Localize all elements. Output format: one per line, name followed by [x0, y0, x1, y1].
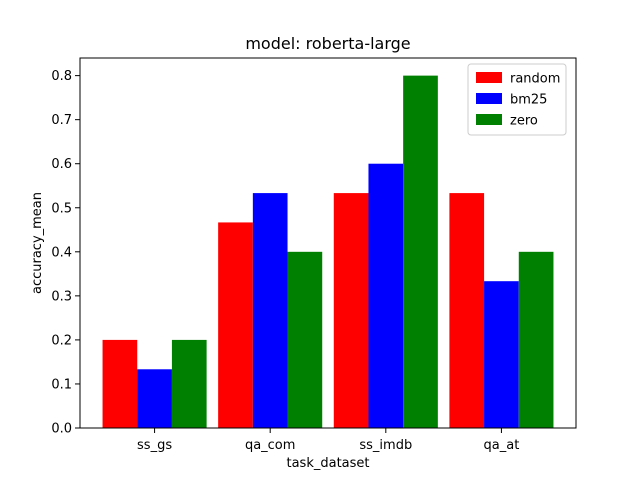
legend: random bm25 zero	[467, 63, 567, 136]
bar-zero-ss_gs	[171, 339, 207, 428]
x-tick-label-ss_imdb: ss_imdb	[359, 438, 412, 453]
x-tick-label-qa_at: qa_at	[484, 438, 520, 453]
legend-label-zero: zero	[510, 114, 538, 129]
y-tick-label: 0.0	[51, 422, 72, 437]
x-axis-label: task_dataset	[286, 456, 369, 471]
bar-bm25-ss_imdb	[368, 163, 404, 428]
legend-label-bm25: bm25	[510, 93, 547, 108]
bar-random-ss_gs	[102, 339, 138, 428]
y-tick-label: 0.7	[51, 113, 72, 128]
bar-zero-ss_imdb	[403, 75, 438, 429]
legend-swatch-random	[476, 72, 502, 83]
y-tick-label: 0.8	[51, 69, 72, 84]
y-tick-label: 0.3	[51, 289, 72, 304]
bar-zero-qa_com	[287, 251, 323, 428]
bar-bm25-qa_at	[484, 281, 519, 428]
y-tick-label: 0.6	[51, 157, 72, 172]
y-tick-label: 0.5	[51, 201, 72, 216]
plot-frame	[79, 57, 577, 429]
bar-bm25-ss_gs	[137, 369, 172, 428]
y-tick-label: 0.4	[51, 245, 72, 260]
bar-random-ss_imdb	[333, 193, 369, 428]
bar-random-qa_at	[449, 193, 485, 428]
bar-random-qa_com	[218, 222, 253, 428]
legend-label-random: random	[510, 72, 560, 87]
bars-group	[102, 75, 554, 429]
legend-swatch-bm25	[476, 93, 502, 104]
chart-title: model: roberta-large	[245, 34, 410, 53]
x-tick-label-ss_gs: ss_gs	[137, 438, 172, 453]
x-axis-ticks: ss_gs qa_com ss_imdb qa_at	[137, 428, 519, 453]
bar-bm25-qa_com	[252, 193, 288, 428]
y-axis-ticks: 0.0 0.1 0.2 0.3 0.4 0.5 0.6 0.7 0.8	[51, 69, 80, 437]
x-tick-label-qa_com: qa_com	[245, 438, 295, 453]
y-tick-label: 0.1	[51, 377, 72, 392]
legend-swatch-zero	[476, 114, 502, 125]
y-axis-label: accuracy_mean	[30, 192, 45, 294]
y-tick-label: 0.2	[51, 333, 72, 348]
bar-zero-qa_at	[518, 251, 554, 428]
